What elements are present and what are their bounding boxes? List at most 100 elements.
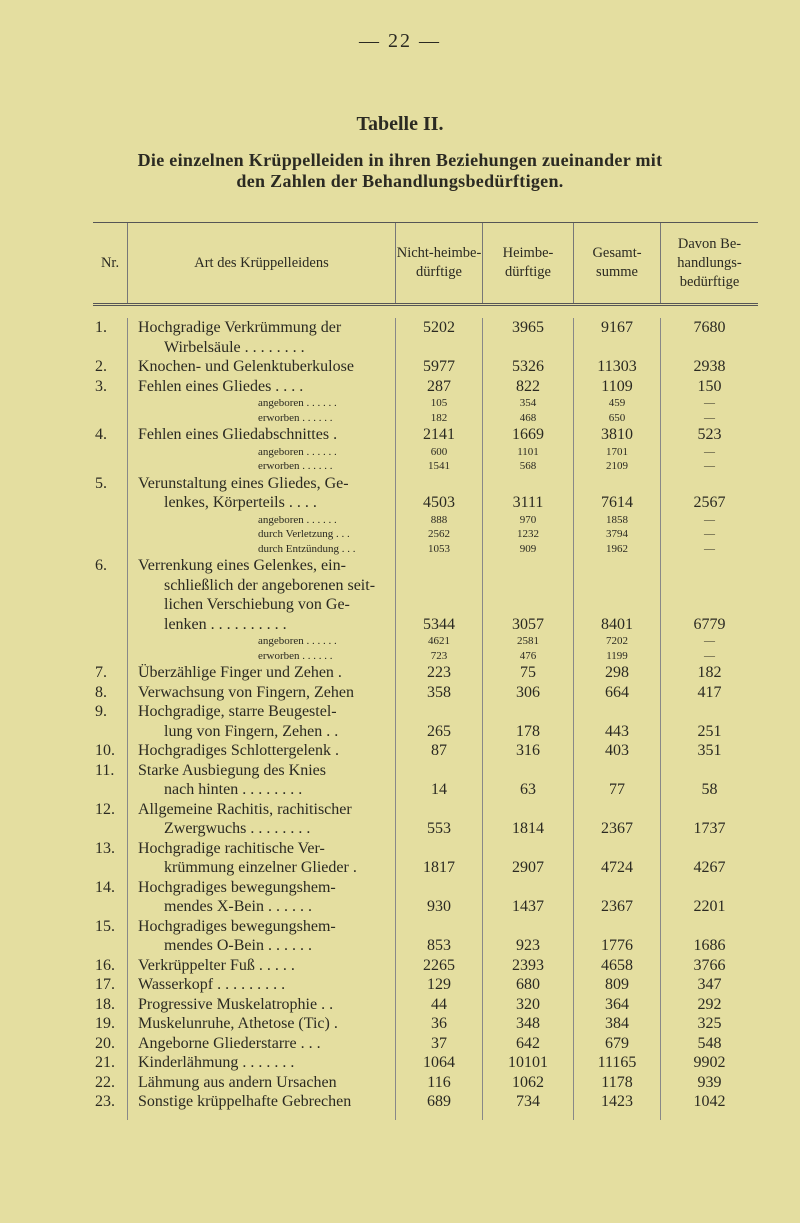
cell-value: 182 [697,664,722,681]
sub-cell-value: 4621 [428,635,450,647]
cell-value: 2367 [601,898,633,915]
cell-value: 930 [427,898,451,915]
row-label: Kinderlähmung . . . . . . . [138,1054,295,1071]
cell-value: 364 [605,995,629,1013]
cell-value: 1814 [512,820,544,837]
cell-value: 1064 [423,1054,455,1071]
cell-value: 178 [516,722,540,740]
row-label: Lähmung aus andern Ursachen [138,1073,337,1091]
column-nr: 1. 2. 3. 4. 5. 6. 7. 8. 9. 10. 11. 12. 13. 1… [93,318,127,1120]
cell-value: 223 [427,664,451,681]
row-label: Zwergwuchs . . . . . . . . [164,820,311,837]
sub-row-label: angeboren . . . . . . [258,445,337,458]
cell-value [396,595,482,615]
sub-row-label: erworben . . . . . . [258,649,333,662]
cell-value: 150 [697,377,722,395]
cell-value: 2141 [423,426,455,443]
cell-value [483,917,573,937]
row-number [93,819,127,839]
cell-value: 5977 [423,358,455,375]
row-number: 3. [95,377,107,395]
cell-value [574,839,660,859]
cell-value: 4658 [601,956,633,974]
cell-value [483,556,573,576]
cell-value: 3057 [512,615,544,633]
cell-value: 325 [697,1015,722,1032]
table-header: Nr. Art des Krüppelleidens Nicht-heimbe-… [93,222,758,306]
cell-value [661,878,758,898]
column-behandlungsbeduerftige: 7680 2938 150 — — 523 — — 2567 — — — 6779 — — 182 417… [660,318,758,1120]
row-number: 13. [95,839,115,857]
table-heading-line-2: den Zahlen der Behandlungsbedürftigen. [236,171,564,191]
sub-cell-value: 1701 [606,445,628,458]
cell-value [574,556,660,576]
cell-value: 10101 [508,1054,548,1071]
cell-value [574,702,660,722]
cell-value [661,702,758,722]
row-number [93,576,127,596]
cell-value: 3965 [512,319,544,336]
sub-cell-value: 888 [430,513,448,526]
sub-cell-value: 1962 [606,542,628,555]
row-label: Starke Ausbiegung des Knies [138,761,326,779]
column-nicht-heimbeduerftige: 5202 5977 287 105 182 2141 600 1541 4503 888 256… [395,318,482,1120]
cell-value: 1109 [601,377,633,395]
cell-value: 36 [431,1015,447,1032]
header-nicht-heimbeduerftige: Nicht-heimbe-dürftige [395,223,482,303]
cell-value: 2265 [423,956,455,974]
cell-value: 265 [427,722,451,740]
sub-cell-value: 459 [608,397,626,409]
cell-value: 8401 [601,615,633,633]
data-table: Nr. Art des Krüppelleidens Nicht-heimbe-… [93,222,758,1120]
cell-value [574,576,660,596]
sub-cell-value: 2581 [517,635,539,647]
row-number-blank [93,396,127,411]
cell-value: 384 [605,1015,629,1032]
row-number-blank [93,649,127,664]
cell-value: 316 [516,742,540,759]
cell-value: 37 [431,1034,447,1052]
sub-row-label: angeboren . . . . . . [258,513,337,526]
row-number: 14. [95,878,115,896]
row-label: Verkrüppelter Fuß . . . . . [138,956,295,974]
cell-value: 116 [427,1073,451,1091]
sub-cell-value: 909 [519,542,537,555]
row-label: Sonstige krüppelhafte Gebrechen [138,1093,352,1110]
cell-value: 347 [697,976,722,993]
row-number-blank [93,445,127,460]
cell-value: 4267 [693,859,726,876]
header-heimbeduerftige: Heimbe-dürftige [482,223,573,303]
sub-cell-value: — [704,513,715,526]
cell-value [396,576,482,596]
row-label: lichen Verschiebung von Ge- [164,596,350,613]
cell-value: 351 [697,742,722,759]
sub-cell-value: 1199 [606,649,628,662]
row-label: mendes X-Bein . . . . . . [164,898,312,915]
sub-cell-value: 568 [519,460,537,472]
cell-value: 2201 [693,898,726,915]
sub-row-label: durch Verletzung . . . [258,528,350,540]
row-label: lenkes, Körperteils . . . . [164,494,317,511]
cell-value: 11303 [597,358,637,375]
cell-value: 1669 [512,426,544,443]
cell-value: 553 [427,820,451,837]
header-nr: Nr. [100,254,120,271]
row-number: 1. [95,319,107,336]
cell-value: 1423 [601,1093,633,1110]
header-behandlungsbeduerftige: Davon Be-handlungs-bedürftige [660,223,758,303]
cell-value: 129 [427,976,451,993]
sub-cell-value: — [704,542,715,555]
cell-value: 923 [516,937,540,954]
row-label: nach hinten . . . . . . . . [164,781,303,798]
row-number [93,338,127,358]
row-number [93,595,127,615]
cell-value: 6779 [693,615,726,633]
cell-value: 5202 [423,319,455,336]
cell-value [396,761,482,781]
cell-value: 348 [516,1015,540,1032]
cell-value [396,338,482,358]
row-number [93,722,127,742]
cell-value: 2907 [512,859,544,876]
cell-value: 417 [697,683,722,701]
row-number: 9. [95,703,107,720]
